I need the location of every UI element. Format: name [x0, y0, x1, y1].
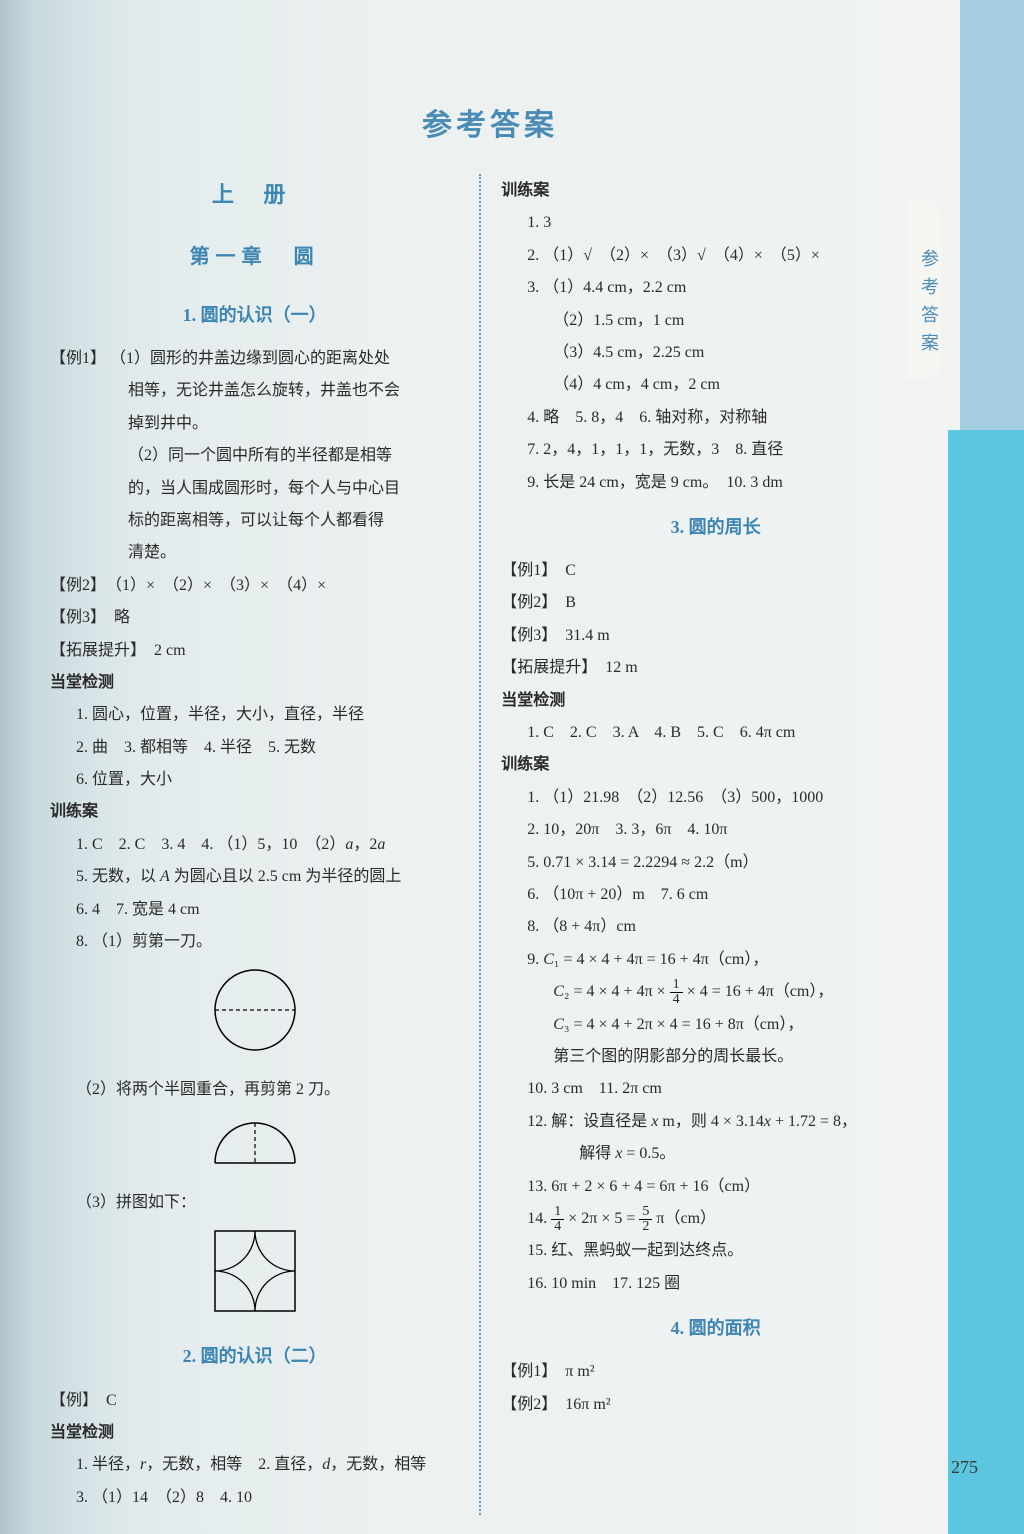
text: 9. 长是 24 cm，宽是 9 cm。 10. 3 dm	[501, 468, 930, 498]
text: 14. 14 × 2π × 5 = 52 π（cm）	[501, 1204, 930, 1234]
example-3: 【例3】 31.4 m	[501, 621, 930, 651]
text: 6. 4 7. 宽是 4 cm	[50, 895, 459, 925]
text: 3. （1）4.4 cm，2.2 cm	[501, 273, 930, 303]
text: 7. 2，4，1，1，1，无数，3 8. 直径	[501, 435, 930, 465]
text: 13. 6π + 2 × 6 + 4 = 6π + 16（cm）	[501, 1172, 930, 1202]
text: 的，当人围成圆形时，每个人与中心目	[50, 474, 459, 504]
text: （3）4.5 cm，2.25 cm	[501, 338, 930, 368]
text: 2. （1）√ （2）× （3）√ （4）× （5）×	[501, 241, 930, 271]
text: 15. 红、黑蚂蚁一起到达终点。	[501, 1236, 930, 1266]
text: 5. 0.71 × 3.14 = 2.2294 ≈ 2.2（m）	[501, 848, 930, 878]
text: 1. 3	[501, 208, 930, 238]
figure-square-astroid	[50, 1226, 459, 1327]
column-divider	[479, 174, 481, 1515]
text: （4）4 cm，4 cm，2 cm	[501, 370, 930, 400]
text: 9. C₁ = 4 × 4 + 4π = 16 + 4π（cm），	[501, 945, 930, 975]
page-number: 275	[951, 1457, 978, 1478]
example-2: 【例2】 B	[501, 588, 930, 618]
example-2: 【例2】 16π m²	[501, 1390, 930, 1420]
text: 1. 半径，r，无数，相等 2. 直径，d，无数，相等	[50, 1450, 459, 1480]
text: 1. C 2. C 3. 4 4. （1）5，10 （2）a，2a	[50, 830, 459, 860]
text: 6. （10π + 20）m 7. 6 cm	[501, 880, 930, 910]
text: （1）圆形的井盖边缘到圆心的距离处处	[110, 350, 390, 367]
figure-semicircle	[50, 1113, 459, 1179]
side-tab: 参考答案	[906, 200, 942, 380]
text: 清楚。	[50, 538, 459, 568]
example: 【例】 C	[50, 1386, 459, 1416]
text: 16. 10 min 17. 125 圈	[501, 1269, 930, 1299]
text: 标的距离相等，可以让每个人都看得	[50, 506, 459, 536]
text: （2）同一个圆中所有的半径都是相等	[50, 441, 459, 471]
class-test-heading: 当堂检测	[50, 1418, 459, 1448]
example-1: 【例1】 （1）圆形的井盖边缘到圆心的距离处处	[50, 344, 459, 374]
text: 解得 x = 0.5。	[501, 1139, 930, 1169]
class-test-heading: 当堂检测	[50, 668, 459, 698]
extension: 【拓展提升】 2 cm	[50, 636, 459, 666]
astroid-icon	[210, 1226, 300, 1316]
cyan-strip	[948, 430, 1024, 1534]
text: 3. （1）14 （2）8 4. 10	[50, 1483, 459, 1513]
text: 8. （1）剪第一刀。	[50, 927, 459, 957]
text: 1. C 2. C 3. A 4. B 5. C 6. 4π cm	[501, 718, 930, 748]
text: C₂ = 4 × 4 + 4π × 14 × 4 = 16 + 4π（cm），	[501, 977, 930, 1007]
example-3: 【例3】 略	[50, 603, 459, 633]
text: 4. 略 5. 8，4 6. 轴对称，对称轴	[501, 403, 930, 433]
volume-label: 上 册	[50, 174, 459, 216]
practice-heading: 训练案	[501, 176, 930, 206]
left-column: 上 册 第一章 圆 1. 圆的认识（一） 【例1】 （1）圆形的井盖边缘到圆心的…	[50, 174, 459, 1515]
example-label: 【例1】	[50, 350, 106, 367]
circle-icon	[210, 965, 300, 1055]
text: 掉到井中。	[50, 409, 459, 439]
text: 1. （1）21.98 （2）12.56 （3）500，1000	[501, 783, 930, 813]
figure-circle-dashed	[50, 965, 459, 1066]
text: 2. 曲 3. 都相等 4. 半径 5. 无数	[50, 733, 459, 763]
chapter-label: 第一章 圆	[50, 238, 459, 276]
text: 12. 解：设直径是 x m，则 4 × 3.14x + 1.72 = 8，	[501, 1107, 930, 1137]
text: C₃ = 4 × 4 + 2π × 4 = 16 + 8π（cm），	[501, 1010, 930, 1040]
text: （2）将两个半圆重合，再剪第 2 刀。	[50, 1075, 459, 1105]
practice-heading: 训练案	[50, 797, 459, 827]
text: 相等，无论井盖怎么旋转，井盖也不会	[50, 376, 459, 406]
extension: 【拓展提升】 12 m	[501, 653, 930, 683]
section-4-title: 4. 圆的面积	[501, 1311, 930, 1345]
section-3-title: 3. 圆的周长	[501, 510, 930, 544]
section-2-title: 2. 圆的认识（二）	[50, 1339, 459, 1373]
page: 参考答案 上 册 第一章 圆 1. 圆的认识（一） 【例1】 （1）圆形的井盖边…	[0, 0, 960, 1534]
right-column: 训练案 1. 3 2. （1）√ （2）× （3）√ （4）× （5）× 3. …	[501, 174, 930, 1515]
page-title: 参考答案	[50, 100, 930, 144]
text: 2. 10，20π 3. 3，6π 4. 10π	[501, 815, 930, 845]
text: （2）1.5 cm，1 cm	[501, 306, 930, 336]
semicircle-icon	[205, 1113, 305, 1168]
text: 1. 圆心，位置，半径，大小，直径，半径	[50, 700, 459, 730]
text: 8. （8 + 4π）cm	[501, 912, 930, 942]
section-1-title: 1. 圆的认识（一）	[50, 298, 459, 332]
text: 第三个图的阴影部分的周长最长。	[501, 1042, 930, 1072]
example-1: 【例1】 π m²	[501, 1357, 930, 1387]
example-2: 【例2】 （1）× （2）× （3）× （4）×	[50, 571, 459, 601]
example-1: 【例1】 C	[501, 556, 930, 586]
class-test-heading: 当堂检测	[501, 686, 930, 716]
text: （3）拼图如下：	[50, 1188, 459, 1218]
content-columns: 上 册 第一章 圆 1. 圆的认识（一） 【例1】 （1）圆形的井盖边缘到圆心的…	[50, 174, 930, 1515]
text: 6. 位置，大小	[50, 765, 459, 795]
text: 5. 无数，以 A 为圆心且以 2.5 cm 为半径的圆上	[50, 862, 459, 892]
practice-heading: 训练案	[501, 750, 930, 780]
text: 10. 3 cm 11. 2π cm	[501, 1074, 930, 1104]
